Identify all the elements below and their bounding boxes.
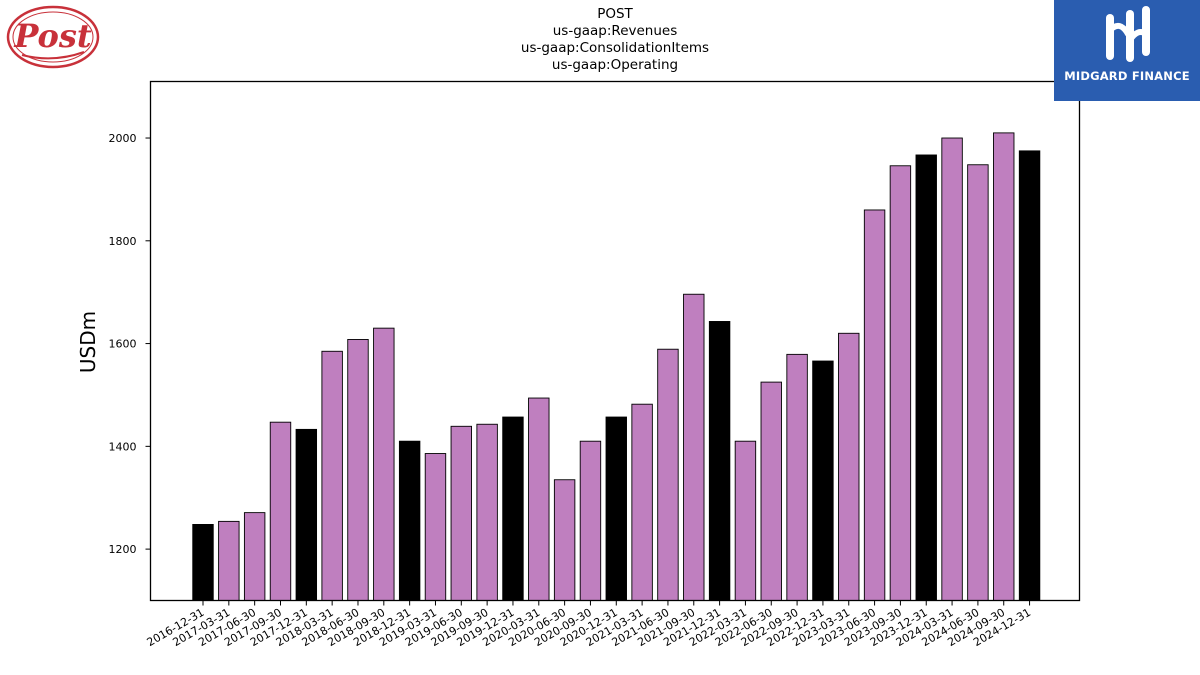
chart-title-line-3: us-gaap:ConsolidationItems xyxy=(520,40,710,56)
bar-2021-12-31 xyxy=(708,321,731,601)
midgard-finance-logo: MIDGARD FINANCE xyxy=(1054,0,1200,101)
y-axis: 1200 1400 1600 1800 2000 xyxy=(109,132,151,556)
bar-2020-06-30 xyxy=(553,479,576,601)
bar-2019-03-31 xyxy=(424,453,447,601)
bar-2022-09-30 xyxy=(786,353,808,601)
y-tick-label: 1400 xyxy=(109,440,137,453)
bar-2016-12-31 xyxy=(192,524,214,601)
bar-2018-12-31 xyxy=(398,440,421,601)
post-logo-text: Post xyxy=(13,17,92,55)
bar-2018-09-30 xyxy=(373,327,395,601)
bar-2021-09-30 xyxy=(683,293,705,601)
bar-2024-06-30 xyxy=(967,164,989,601)
bar-2022-03-31 xyxy=(734,440,757,601)
bar-2019-12-31 xyxy=(502,416,524,601)
bar-2018-03-31 xyxy=(321,350,343,601)
bar-2019-09-30 xyxy=(476,423,498,601)
bar-2020-03-31 xyxy=(528,397,550,601)
bar-2017-06-30 xyxy=(243,512,266,601)
bar-2023-06-30 xyxy=(863,209,886,601)
bar-2024-03-31 xyxy=(941,137,963,601)
plot-frame xyxy=(149,80,1081,602)
bar-2024-09-30 xyxy=(993,132,1015,601)
midgard-logo-text: MIDGARD FINANCE xyxy=(1064,69,1190,83)
bars-group xyxy=(192,132,1041,601)
bar-2021-06-30 xyxy=(657,348,679,601)
y-tick-label: 1600 xyxy=(109,338,137,351)
bar-2019-06-30 xyxy=(450,425,472,601)
bar-2020-09-30 xyxy=(579,440,602,601)
y-tick-label: 1200 xyxy=(109,543,137,556)
bar-2020-12-31 xyxy=(605,416,627,601)
x-axis: 2016-12-312017-03-312017-06-302017-09-30… xyxy=(145,600,1033,649)
chart-title-line-2: us-gaap:Revenues xyxy=(552,23,678,39)
bar-2023-12-31 xyxy=(915,154,937,601)
y-tick-label: 1800 xyxy=(109,235,137,248)
bar-2022-12-31 xyxy=(812,360,834,601)
bar-2022-06-30 xyxy=(760,381,782,601)
chart-title-line-4: us-gaap:Operating xyxy=(551,57,679,73)
bar-2017-03-31 xyxy=(218,520,240,601)
bar-2023-09-30 xyxy=(889,165,912,601)
bar-2024-12-31 xyxy=(1018,150,1041,601)
chart-title-line-1: POST xyxy=(597,6,633,22)
chart-title: POST us-gaap:Revenues us-gaap:Consolidat… xyxy=(415,6,815,74)
bar-2023-03-31 xyxy=(838,332,860,601)
y-tick-label: 2000 xyxy=(109,132,137,145)
y-axis-label: USDm xyxy=(76,311,100,373)
post-logo: Post xyxy=(6,5,102,75)
bar-2018-06-30 xyxy=(347,339,369,601)
bar-2017-09-30 xyxy=(269,421,292,601)
bar-2021-03-31 xyxy=(631,403,653,601)
midgard-emblem-icon xyxy=(1106,6,1150,62)
bar-2017-12-31 xyxy=(295,428,318,601)
